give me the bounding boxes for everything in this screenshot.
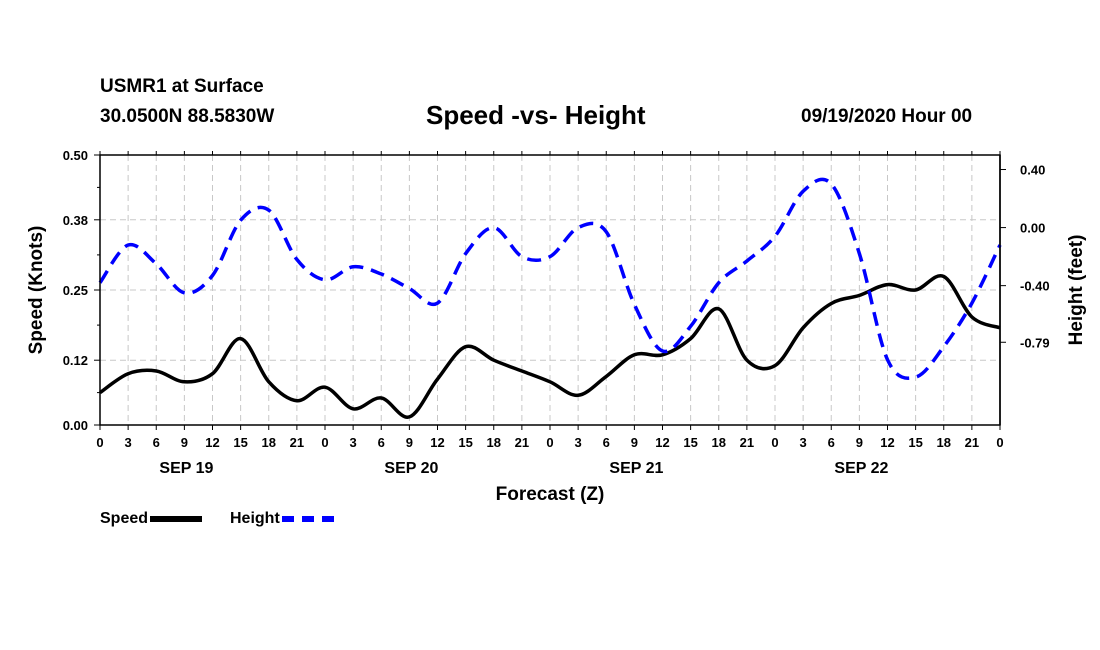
x-tick-label: 9 [856,435,863,450]
x-tick-label: 18 [937,435,951,450]
x-tick-label: 9 [181,435,188,450]
x-tick-label: 12 [205,435,219,450]
x-tick-label: 9 [631,435,638,450]
x-axis-label: Forecast (Z) [496,484,605,505]
y-right-tick-label: 0.40 [1020,163,1045,178]
series-layer [98,177,1002,419]
x-tick-label: 18 [262,435,276,450]
x-date-label: SEP 20 [384,460,438,477]
x-tick-label: 21 [515,435,529,450]
x-date-label: SEP 19 [159,460,213,477]
x-tick-label: 9 [406,435,413,450]
x-tick-label: 0 [546,435,553,450]
x-tick-label: 12 [430,435,444,450]
x-tick-label: 18 [487,435,501,450]
y-axis-right-label: Height (feet) [1066,235,1087,346]
y-left-tick-label: 0.38 [63,213,88,228]
x-tick-label: 6 [603,435,610,450]
y-left-tick-label: 0.50 [63,148,88,163]
chart-title: Speed -vs- Height [426,100,646,130]
legend-height-swatch [281,516,334,522]
x-tick-label: 6 [153,435,160,450]
x-tick-label: 0 [771,435,778,450]
x-tick-label: 12 [655,435,669,450]
series-speed-line [98,274,1001,419]
x-tick-label: 15 [683,435,697,450]
x-tick-label: 3 [350,435,357,450]
x-tick-label: 18 [712,435,726,450]
x-date-label: SEP 21 [609,460,663,477]
x-tick-label: 21 [965,435,979,450]
forecast-datetime: 09/19/2020 Hour 00 [801,106,973,127]
y-right-tick-label: -0.40 [1020,279,1050,294]
x-tick-label: 15 [233,435,247,450]
x-tick-label: 15 [908,435,922,450]
x-tick-label: 21 [290,435,304,450]
x-tick-label: 21 [740,435,754,450]
x-tick-label: 0 [321,435,328,450]
x-tick-label: 0 [996,435,1003,450]
x-tick-label: 15 [458,435,472,450]
station-coordinates: 30.0500N 88.5830W [100,106,275,127]
series-height-line [98,177,1002,380]
station-title: USMR1 at Surface [100,76,264,97]
x-tick-label: 3 [800,435,807,450]
plot-frame [99,154,1001,426]
x-tick-label: 6 [378,435,385,450]
grid [99,154,1001,426]
x-tick-label: 12 [880,435,894,450]
x-tick-label: 3 [125,435,132,450]
legend-height-label: Height [230,510,280,527]
legend-speed-label: Speed [100,510,149,527]
legend-speed: Speed [100,510,203,528]
y-left-tick-label: 0.00 [63,418,88,433]
legend-speed-swatch [150,516,203,522]
x-date-label: SEP 22 [834,460,888,477]
y-right-tick-label: 0.00 [1020,221,1045,236]
x-tick-label: 3 [575,435,582,450]
y-right-tick-label: -0.79 [1020,335,1050,350]
legend-height: Height [230,510,334,528]
x-tick-label: 6 [828,435,835,450]
y-axis-left-label: Speed (Knots) [26,226,47,355]
axis-ticks: 0 3 6 9 12 15 18 21 0 3 6 9 12 15 18 21 0 3 6 9 12 15 18 21 0 3 6 9… [63,148,1050,477]
y-left-tick-label: 0.25 [63,283,88,298]
x-tick-label: 0 [96,435,103,450]
y-left-tick-label: 0.12 [63,353,88,368]
